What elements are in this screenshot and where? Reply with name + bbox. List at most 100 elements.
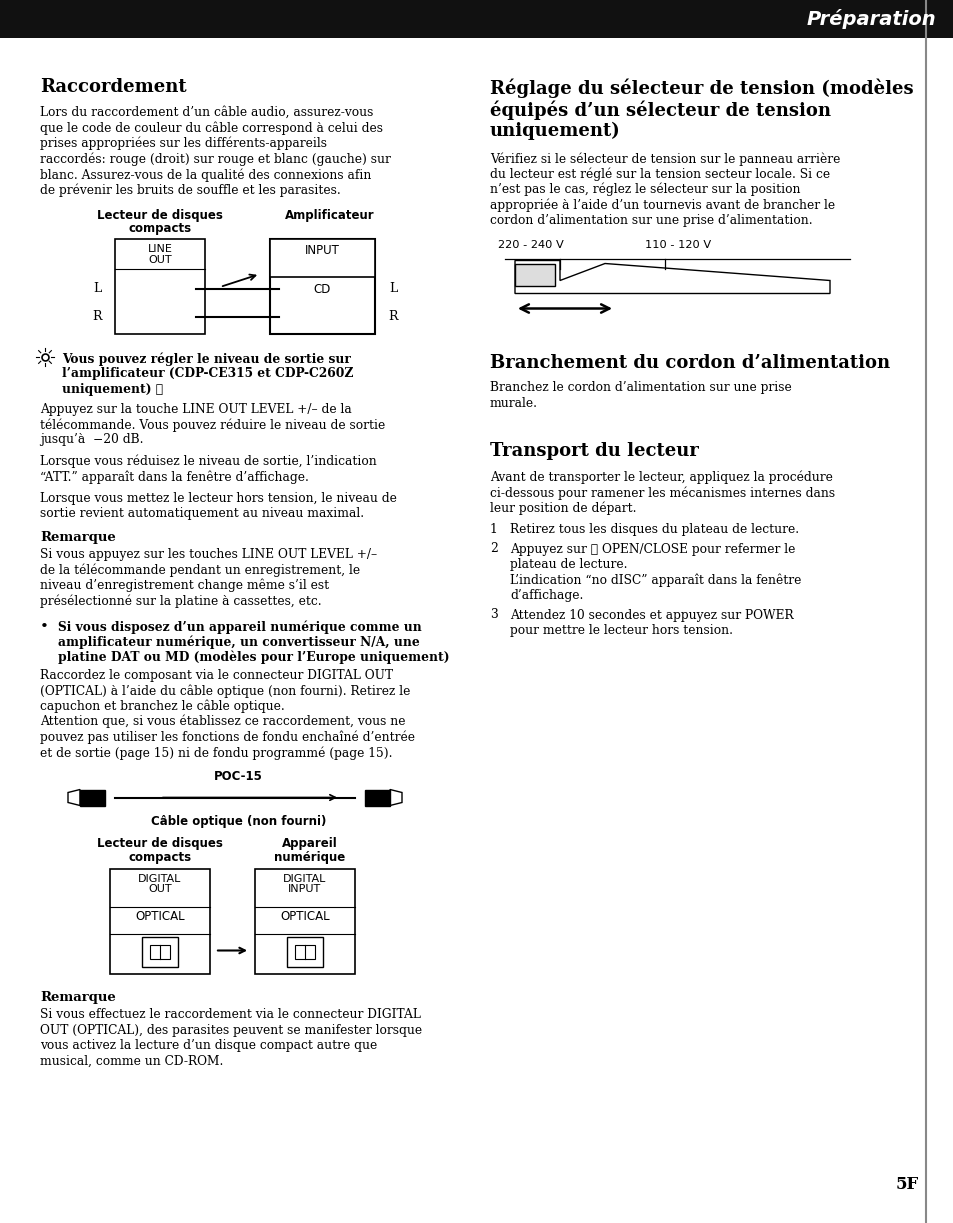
Text: raccordés: rouge (droit) sur rouge et blanc (gauche) sur: raccordés: rouge (droit) sur rouge et bl…: [40, 153, 391, 166]
Text: OPTICAL: OPTICAL: [135, 910, 185, 923]
Text: murale.: murale.: [490, 397, 537, 410]
Text: Vérifiez si le sélecteur de tension sur le panneau arrière: Vérifiez si le sélecteur de tension sur …: [490, 152, 840, 165]
Text: équipés d’un sélecteur de tension: équipés d’un sélecteur de tension: [490, 100, 830, 120]
Text: Lorsque vous mettez le lecteur hors tension, le niveau de: Lorsque vous mettez le lecteur hors tens…: [40, 492, 396, 505]
Text: “ATT.” apparaît dans la fenêtre d’affichage.: “ATT.” apparaît dans la fenêtre d’affich…: [40, 471, 309, 484]
Text: Remarque: Remarque: [40, 531, 115, 544]
Polygon shape: [515, 260, 829, 294]
Text: Amplificateur: Amplificateur: [285, 209, 375, 223]
Text: capuchon et branchez le câble optique.: capuchon et branchez le câble optique.: [40, 700, 284, 713]
Text: prises appropriées sur les différents-appareils: prises appropriées sur les différents-ap…: [40, 137, 327, 150]
Text: cordon d’alimentation sur une prise d’alimentation.: cordon d’alimentation sur une prise d’al…: [490, 214, 812, 227]
Text: •: •: [40, 620, 49, 634]
Text: Transport du lecteur: Transport du lecteur: [490, 443, 699, 461]
Text: R: R: [388, 311, 397, 324]
Circle shape: [179, 313, 187, 320]
Text: Avant de transporter le lecteur, appliquez la procédure: Avant de transporter le lecteur, appliqu…: [490, 471, 832, 484]
Text: uniquement): uniquement): [490, 122, 620, 141]
Text: Si vous effectuez le raccordement via le connecteur DIGITAL: Si vous effectuez le raccordement via le…: [40, 1009, 420, 1021]
Text: Branchement du cordon d’alimentation: Branchement du cordon d’alimentation: [490, 353, 889, 372]
Bar: [294, 944, 314, 959]
Text: compacts: compacts: [129, 223, 192, 235]
Text: LINE: LINE: [148, 245, 172, 254]
Bar: [0, 0, 953, 38]
Text: vous activez la lecture d’un disque compact autre que: vous activez la lecture d’un disque comp…: [40, 1040, 376, 1053]
Text: 220 - 240 V: 220 - 240 V: [497, 240, 563, 249]
Text: du lecteur est réglé sur la tension secteur locale. Si ce: du lecteur est réglé sur la tension sect…: [490, 168, 829, 181]
Bar: [270, 238, 375, 334]
Text: CD: CD: [314, 283, 331, 296]
Text: Raccordez le composant via le connecteur DIGITAL OUT: Raccordez le composant via le connecteur…: [40, 669, 393, 681]
Text: musical, comme un CD-ROM.: musical, comme un CD-ROM.: [40, 1055, 223, 1068]
Text: Lors du raccordement d’un câble audio, assurez-vous: Lors du raccordement d’un câble audio, a…: [40, 106, 373, 119]
Text: Si vous disposez d’un appareil numérique comme un: Si vous disposez d’un appareil numérique…: [58, 620, 421, 634]
Text: Raccordement: Raccordement: [40, 78, 187, 95]
Text: Vous pouvez régler le niveau de sortie sur: Vous pouvez régler le niveau de sortie s…: [62, 352, 351, 366]
Text: Lecteur de disques: Lecteur de disques: [97, 838, 223, 850]
Text: et de sortie (page 15) ni de fondu programmé (page 15).: et de sortie (page 15) ni de fondu progr…: [40, 746, 392, 759]
Text: 2: 2: [490, 543, 497, 555]
Bar: [287, 937, 323, 966]
Text: Câble optique (non fourni): Câble optique (non fourni): [151, 816, 326, 828]
Text: télécommande. Vous pouvez réduire le niveau de sortie: télécommande. Vous pouvez réduire le niv…: [40, 418, 385, 432]
Text: Attention que, si vous établissez ce raccordement, vous ne: Attention que, si vous établissez ce rac…: [40, 715, 405, 729]
Bar: [150, 944, 170, 959]
Text: appropriée à l’aide d’un tournevis avant de brancher le: appropriée à l’aide d’un tournevis avant…: [490, 198, 834, 212]
Text: R: R: [92, 311, 102, 324]
Text: L: L: [389, 283, 396, 296]
Text: OPTICAL: OPTICAL: [280, 910, 330, 923]
Text: blanc. Assurez-vous de la qualité des connexions afin: blanc. Assurez-vous de la qualité des co…: [40, 168, 371, 181]
Text: uniquement) Ⓘ: uniquement) Ⓘ: [62, 383, 163, 396]
Text: OUT (OPTICAL), des parasites peuvent se manifester lorsque: OUT (OPTICAL), des parasites peuvent se …: [40, 1024, 421, 1037]
Bar: [115, 238, 205, 334]
Polygon shape: [390, 790, 401, 806]
Text: amplificateur numérique, un convertisseur N/A, une: amplificateur numérique, un convertisseu…: [58, 636, 419, 649]
Text: INPUT: INPUT: [305, 245, 339, 257]
Text: Si vous appuyez sur les touches LINE OUT LEVEL +/–: Si vous appuyez sur les touches LINE OUT…: [40, 548, 376, 561]
Text: niveau d’enregistrement change même s’il est: niveau d’enregistrement change même s’il…: [40, 578, 329, 592]
Text: 110 - 120 V: 110 - 120 V: [644, 240, 710, 249]
Text: Lecteur de disques: Lecteur de disques: [97, 209, 223, 223]
Text: d’affichage.: d’affichage.: [510, 589, 583, 602]
Text: ci-dessous pour ramener les mécanismes internes dans: ci-dessous pour ramener les mécanismes i…: [490, 486, 834, 499]
Text: platine DAT ou MD (modèles pour l’Europe uniquement): platine DAT ou MD (modèles pour l’Europe…: [58, 651, 449, 664]
Bar: [270, 238, 375, 276]
Text: L’indication “no dISC” apparaît dans la fenêtre: L’indication “no dISC” apparaît dans la …: [510, 574, 801, 587]
Text: Lorsque vous réduisez le niveau de sortie, l’indication: Lorsque vous réduisez le niveau de sorti…: [40, 455, 376, 468]
Text: L: L: [92, 283, 101, 296]
Text: plateau de lecture.: plateau de lecture.: [510, 558, 627, 571]
Text: (OPTICAL) à l’aide du câble optique (non fourni). Retirez le: (OPTICAL) à l’aide du câble optique (non…: [40, 684, 410, 697]
Text: l’amplificateur (CDP-CE315 et CDP-C260Z: l’amplificateur (CDP-CE315 et CDP-C260Z: [62, 367, 354, 380]
Bar: [365, 790, 390, 806]
Text: 3: 3: [490, 609, 497, 621]
Text: de la télécommande pendant un enregistrement, le: de la télécommande pendant un enregistre…: [40, 564, 359, 577]
Text: Branchez le cordon d’alimentation sur une prise: Branchez le cordon d’alimentation sur un…: [490, 382, 791, 395]
Bar: [254, 868, 355, 974]
Bar: [515, 263, 555, 285]
Polygon shape: [68, 790, 80, 806]
Text: Préparation: Préparation: [805, 9, 935, 29]
Circle shape: [288, 313, 295, 320]
Circle shape: [288, 285, 295, 294]
Text: 1: 1: [490, 523, 497, 536]
Text: de prévenir les bruits de souffle et les parasites.: de prévenir les bruits de souffle et les…: [40, 183, 340, 197]
Text: pour mettre le lecteur hors tension.: pour mettre le lecteur hors tension.: [510, 624, 732, 637]
Text: DIGITAL: DIGITAL: [283, 873, 326, 883]
Bar: [110, 868, 210, 974]
Bar: [142, 937, 178, 966]
Text: Appuyez sur ≣ OPEN/CLOSE pour refermer le: Appuyez sur ≣ OPEN/CLOSE pour refermer l…: [510, 543, 795, 555]
Text: que le code de couleur du câble correspond à celui des: que le code de couleur du câble correspo…: [40, 121, 382, 135]
Text: pouvez pas utiliser les fonctions de fondu enchaîné d’entrée: pouvez pas utiliser les fonctions de fon…: [40, 730, 415, 744]
Text: compacts: compacts: [129, 850, 192, 863]
Text: jusqu’à  −20 dB.: jusqu’à −20 dB.: [40, 433, 143, 446]
Text: OUT: OUT: [148, 884, 172, 894]
Text: Retirez tous les disques du plateau de lecture.: Retirez tous les disques du plateau de l…: [510, 523, 799, 536]
Text: Réglage du sélecteur de tension (modèles: Réglage du sélecteur de tension (modèles: [490, 78, 913, 98]
Text: INPUT: INPUT: [288, 884, 321, 894]
Text: 5F: 5F: [895, 1177, 918, 1192]
Text: leur position de départ.: leur position de départ.: [490, 501, 636, 515]
Text: Appuyez sur la touche LINE OUT LEVEL +/– de la: Appuyez sur la touche LINE OUT LEVEL +/–…: [40, 402, 352, 416]
Text: DIGITAL: DIGITAL: [138, 873, 181, 883]
Text: présélectionné sur la platine à cassettes, etc.: présélectionné sur la platine à cassette…: [40, 594, 321, 608]
Bar: [80, 790, 105, 806]
